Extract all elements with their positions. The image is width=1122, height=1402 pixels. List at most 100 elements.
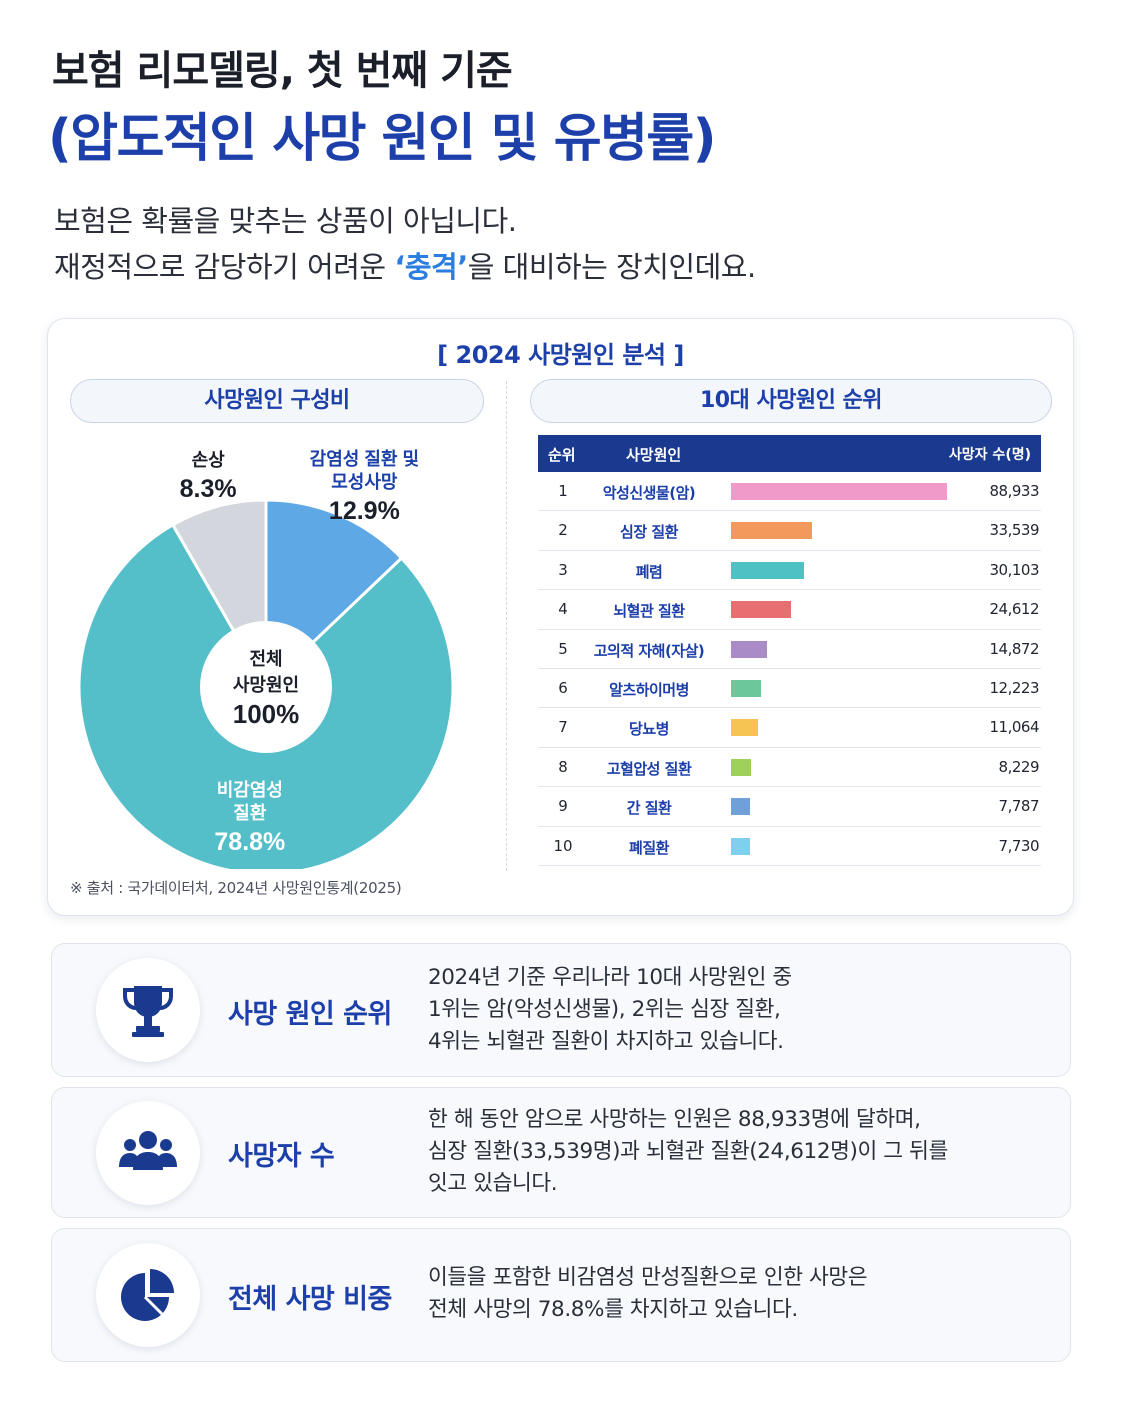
count-cell: 30,103: [989, 560, 1040, 579]
rank-cell: 5: [558, 639, 568, 658]
rank-cell: 1: [558, 482, 568, 500]
intro-line2-post: 을 대비하는 장치인데요.: [467, 250, 756, 284]
intro-text: 보험은 확률을 맞추는 상품이 아닙니다. 재정적으로 감당하기 어려운 ‘충격…: [54, 198, 756, 290]
rank-cell: 9: [558, 797, 568, 816]
cause-cell: 심장 질환: [620, 523, 678, 542]
info-desc-ranking: 2024년 기준 우리나라 10대 사망원인 중 1위는 암(악성신생물), 2…: [428, 962, 792, 1058]
card-title: [ 2024 사망원인 분석 ]: [437, 341, 684, 369]
slice-label: 모성사망: [331, 472, 398, 492]
slice-value-label: 78.8%: [214, 828, 285, 856]
bar-mark: [731, 561, 805, 579]
slice-label: 손상: [192, 450, 226, 470]
bar-mark: [731, 483, 947, 500]
table-row: 4 뇌혈관 질환 24,612: [538, 590, 1041, 630]
table-row: 5 고의적 자해(자살) 14,872: [538, 630, 1041, 669]
desc-line: 잇고 있습니다.: [428, 1171, 558, 1196]
intro-line2: 재정적으로 감당하기 어려운 ‘충격’을 대비하는 장치인데요.: [54, 244, 756, 290]
card-divider: [506, 381, 507, 871]
cause-cell: 뇌혈관 질환: [613, 602, 685, 621]
pie-chart-icon: [121, 1269, 174, 1321]
page-title-line2: (압도적인 사망 원인 및 유병률): [48, 109, 717, 169]
rank-cell: 3: [558, 560, 568, 579]
count-cell: 24,612: [989, 600, 1040, 619]
info-desc-share: 이들을 포함한 비감염성 만성질환으로 인한 사망은 전체 사망의 78.8%를…: [428, 1262, 868, 1326]
icon-circle: [96, 958, 200, 1062]
page-title-line1: 보험 리모델링, 첫 번째 기준: [52, 48, 513, 94]
count-cell: 14,872: [989, 639, 1040, 658]
table-row: 2 심장 질환 33,539: [538, 511, 1041, 551]
table-header: 순위 사망원인 사망자 수(명): [538, 435, 1041, 472]
table-row: 10 폐질환 7,730: [538, 827, 1041, 866]
count-cell: 12,223: [989, 678, 1040, 697]
intro-line2-pre: 재정적으로 감당하기 어려운: [54, 250, 395, 284]
table-row: 7 당뇨병 11,064: [538, 708, 1041, 748]
rank-cell: 4: [558, 600, 568, 619]
count-cell: 33,539: [989, 521, 1040, 540]
bar-mark: [731, 679, 761, 697]
rank-cell: 8: [558, 757, 568, 776]
desc-line: 한 해 동안 암으로 사망하는 인원은 88,933명에 달하며,: [428, 1107, 921, 1132]
trophy-icon: [123, 986, 173, 1037]
bar-mark: [731, 640, 768, 658]
bar-mark: [731, 837, 750, 855]
table-row: 1 악성신생물(암) 88,933: [538, 472, 1041, 512]
rank-cell: 10: [553, 836, 573, 855]
intro-highlight: ‘충격’: [394, 250, 468, 284]
info-label-deaths: 사망자 수: [228, 1141, 335, 1172]
count-cell: 8,229: [998, 757, 1040, 776]
table-row: 8 고혈압성 질환 8,229: [538, 748, 1041, 788]
count-cell: 88,933: [989, 482, 1040, 500]
info-card-share: 전체 사망 비중 이들을 포함한 비감염성 만성질환으로 인한 사망은 전체 사…: [51, 1228, 1071, 1362]
slice-value-label: 12.9%: [329, 497, 400, 525]
rank-cell: 6: [558, 678, 568, 697]
bar-mark: [731, 798, 750, 816]
desc-line: 2024년 기준 우리나라 10대 사망원인 중: [428, 965, 792, 990]
icon-circle: [96, 1101, 200, 1205]
analysis-card: [ 2024 사망원인 분석 ] 사망원인 구성비 10대 사망원인 순위 전체…: [47, 318, 1074, 916]
desc-line: 4위는 뇌혈관 질환이 차지하고 있습니다.: [428, 1029, 784, 1054]
cause-cell: 고혈압성 질환: [606, 759, 692, 778]
people-group-icon: [119, 1131, 177, 1170]
rank-cell: 7: [558, 718, 568, 737]
cause-cell: 고의적 자해(자살): [593, 641, 705, 660]
desc-line: 심장 질환(33,539명)과 뇌혈관 질환(24,612명)이 그 뒤를: [428, 1139, 948, 1164]
slice-label: 비감염성: [217, 780, 283, 800]
cause-cell: 당뇨병: [629, 720, 669, 739]
info-card-deaths: 사망자 수 한 해 동안 암으로 사망하는 인원은 88,933명에 달하며, …: [51, 1087, 1071, 1218]
cause-cell: 악성신생물(암): [602, 484, 696, 502]
cause-cell: 알츠하이머병: [609, 680, 689, 699]
bar-mark: [731, 601, 791, 619]
composition-pill: 사망원인 구성비: [70, 379, 484, 423]
slice-value-label: 8.3%: [180, 475, 237, 503]
bar-mark: [731, 522, 813, 540]
desc-line: 이들을 포함한 비감염성 만성질환으로 인한 사망은: [428, 1265, 868, 1290]
cause-cell: 폐렴: [635, 562, 663, 581]
slice-label: 감염성 질환 및: [310, 448, 419, 469]
header-count: 사망자 수(명): [948, 447, 1031, 463]
table-body: 1 악성신생물(암) 88,933 2 심장 질환 33,539 3 폐렴 30,103 4 뇌혈관…: [538, 472, 1041, 866]
table-row: 6 알츠하이머병 12,223: [538, 669, 1041, 709]
ranking-table: 순위 사망원인 사망자 수(명) 1 악성신생물(암) 88,933 2 심장 질환 33…: [538, 435, 1041, 866]
table-row: 3 폐렴 30,103: [538, 551, 1041, 591]
desc-line: 1위는 암(악성신생물), 2위는 심장 질환,: [428, 997, 781, 1022]
info-label-share: 전체 사망 비중: [228, 1284, 392, 1315]
slice-label: 질환: [233, 802, 267, 823]
donut-center-value: 100%: [233, 699, 300, 729]
icon-circle: [96, 1243, 200, 1347]
count-cell: 11,064: [989, 718, 1040, 737]
ranking-pill: 10대 사망원인 순위: [530, 379, 1052, 423]
info-card-ranking: 사망 원인 순위 2024년 기준 우리나라 10대 사망원인 중 1위는 암(…: [51, 943, 1071, 1077]
desc-line: 전체 사망의 78.8%를 차지하고 있습니다.: [428, 1297, 798, 1322]
count-cell: 7,787: [998, 797, 1040, 816]
donut-hole: [200, 621, 332, 753]
cause-cell: 간 질환: [626, 799, 672, 818]
bar-mark: [731, 758, 751, 776]
header-cause: 사망원인: [626, 446, 682, 464]
table-row: 9 간 질환 7,787: [538, 787, 1041, 827]
cause-cell: 폐질환: [629, 838, 669, 857]
info-desc-deaths: 한 해 동안 암으로 사망하는 인원은 88,933명에 달하며, 심장 질환(…: [428, 1104, 948, 1200]
source-note: ※ 출처 : 국가데이터처, 2024년 사망원인통계(2025): [70, 879, 402, 897]
intro-line1: 보험은 확률을 맞추는 상품이 아닙니다.: [54, 204, 517, 238]
rank-cell: 2: [558, 521, 568, 540]
